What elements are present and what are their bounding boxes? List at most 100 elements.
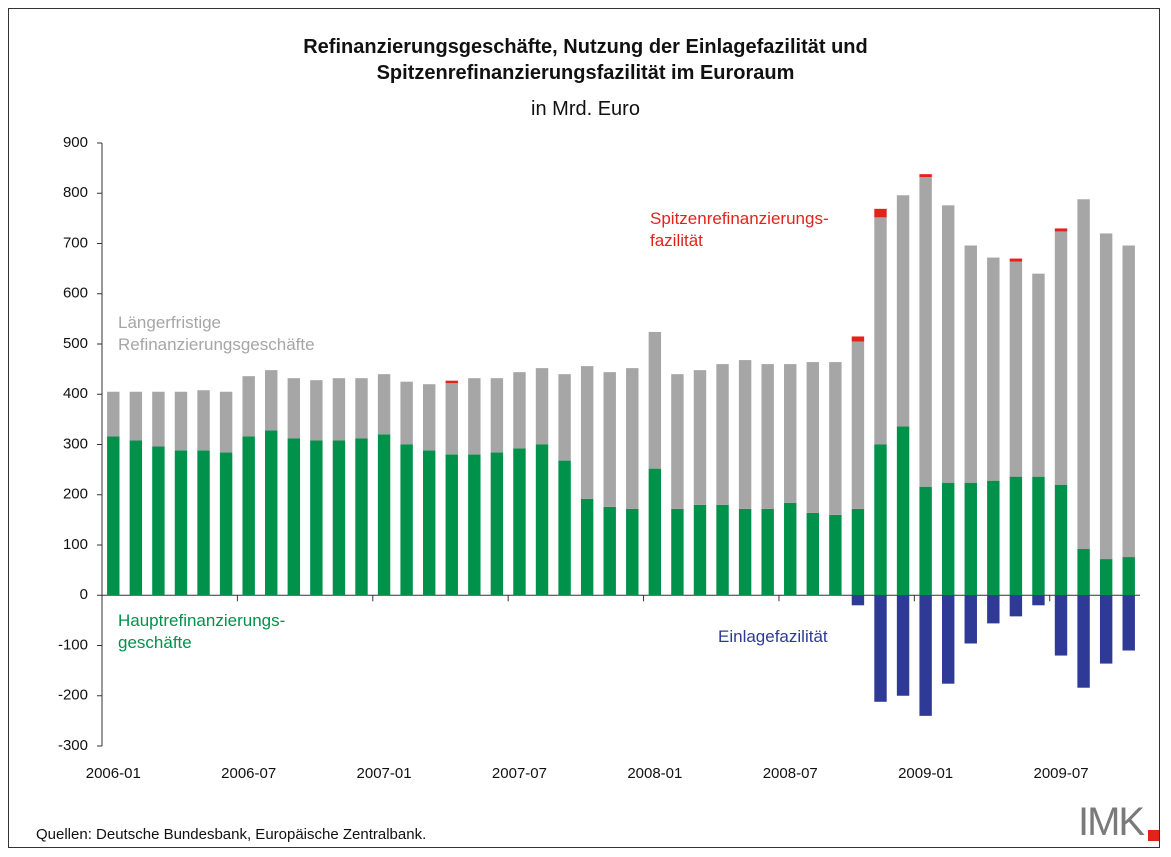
bar-segment (851, 508, 865, 596)
x-tick-label: 2006-01 (86, 765, 141, 782)
bar-segment (1009, 595, 1023, 617)
bar-segment (445, 383, 458, 455)
bar-segment (964, 245, 977, 483)
bar-segment (219, 452, 233, 596)
bar-segment (1099, 233, 1113, 560)
bar-segment (784, 502, 797, 596)
bar-segment (1032, 273, 1045, 477)
bar-segment (716, 504, 729, 596)
frame (8, 8, 1160, 848)
bar-segment (535, 368, 549, 445)
bar-segment (1009, 261, 1023, 477)
y-tick-label: 600 (63, 285, 88, 302)
x-tick-label: 2008-01 (627, 765, 682, 782)
bar-segment (987, 480, 1000, 596)
bar-segment (919, 174, 932, 178)
y-tick-label: 0 (80, 586, 88, 603)
bar-segment (761, 508, 774, 596)
bar-segment (693, 504, 707, 596)
bar-segment (513, 372, 526, 449)
logo: IMK (1078, 800, 1145, 844)
bar-segment (422, 384, 436, 451)
bar-segment (197, 390, 210, 451)
y-tick-label: 400 (63, 385, 88, 402)
x-tick-label: 2009-07 (1033, 765, 1088, 782)
bar-segment (1054, 595, 1068, 656)
bar-segment (129, 440, 143, 596)
bar-segment (829, 514, 842, 596)
bar-segment (648, 468, 662, 596)
bar-segment (174, 391, 188, 451)
bar-segment (174, 450, 188, 596)
bar-segment (287, 438, 301, 596)
y-tick-label: -300 (58, 737, 88, 754)
bar-segment (1009, 476, 1023, 596)
bar-segment (738, 508, 752, 596)
bar-segment (896, 195, 910, 427)
bar-segment (535, 444, 549, 596)
bar-segment (242, 436, 255, 596)
source-note: Quellen: Deutsche Bundesbank, Europäisch… (36, 826, 427, 843)
bar-segment (400, 381, 413, 445)
bar-segment (152, 446, 165, 596)
bar-segment (1032, 595, 1045, 606)
y-tick-label: 500 (63, 335, 88, 352)
bar-segment (468, 378, 481, 455)
bar-segment (242, 376, 255, 437)
bar-segment (1099, 559, 1113, 596)
bar-segment (919, 486, 932, 596)
x-tick-label: 2008-07 (763, 765, 818, 782)
bar-segment (1099, 595, 1113, 664)
bar-segment (580, 366, 594, 499)
bar-segment (445, 454, 458, 596)
x-tick-label: 2009-01 (898, 765, 953, 782)
bar-segment (851, 595, 865, 606)
bar-segment (896, 426, 910, 596)
bar-segment (761, 364, 774, 509)
series-label: Spitzenrefinanzierungs- fazilität (650, 209, 829, 250)
bar-segment (265, 370, 278, 431)
y-tick-label: 200 (63, 486, 88, 503)
bar-segment (964, 595, 977, 644)
bar-segment (919, 595, 932, 716)
bar-segment (129, 391, 143, 441)
bar-segment (851, 341, 865, 509)
bar-segment (941, 595, 955, 684)
bar-segment (197, 450, 210, 596)
bar-segment (1122, 245, 1135, 558)
bar-segment (219, 391, 233, 453)
bar-segment (693, 370, 707, 505)
chart-subtitle: in Mrd. Euro (531, 98, 640, 120)
bar-segment (1077, 595, 1090, 688)
bar-segment (400, 444, 413, 596)
bar-segment (513, 448, 526, 596)
x-tick-label: 2007-07 (492, 765, 547, 782)
x-tick-label: 2006-07 (221, 765, 276, 782)
bar-segment (941, 205, 955, 483)
series-label: Einlagefazilität (718, 627, 828, 646)
logo-mark (1148, 830, 1159, 841)
bar-segment (1122, 595, 1135, 651)
bar-segment (1077, 199, 1090, 550)
bar-segment (107, 436, 120, 596)
series-label: Längerfristige Refinanzierungsgeschäfte (118, 313, 315, 354)
bar-segment (1054, 484, 1068, 596)
bar-segment (874, 217, 887, 445)
bar-segment (422, 450, 436, 596)
bar-segment (287, 378, 301, 439)
bar-segment (603, 506, 616, 596)
series-label: Hauptrefinanzierungs- geschäfte (118, 611, 286, 652)
y-tick-label: 100 (63, 536, 88, 553)
bar-segment (626, 368, 639, 509)
bar-segment (964, 482, 977, 596)
bar-segment (829, 362, 842, 515)
bar-segment (874, 595, 887, 702)
bar-segment (332, 440, 346, 596)
bar-segment (107, 391, 120, 437)
bar-segment (1054, 228, 1068, 232)
y-tick-label: 900 (63, 134, 88, 151)
bar-segment (1009, 258, 1023, 262)
x-tick-label: 2007-01 (357, 765, 412, 782)
bar-segment (355, 378, 368, 439)
